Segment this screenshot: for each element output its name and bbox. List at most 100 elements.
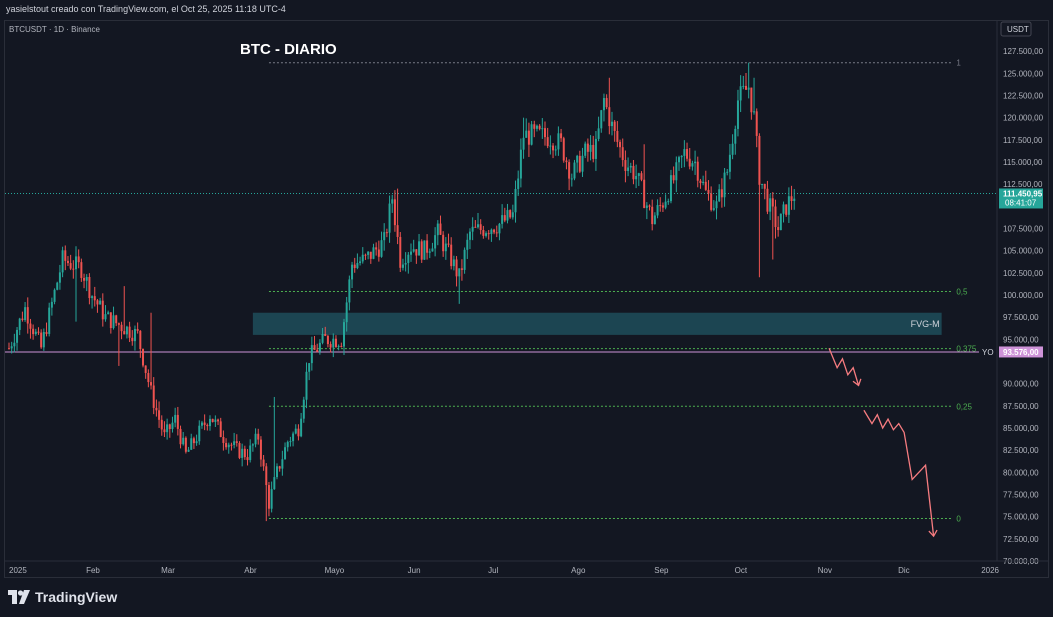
candle-body [125,326,128,335]
candle-body [629,165,632,168]
candle-body [431,248,434,252]
tradingview-logo[interactable]: TradingView [8,589,117,605]
candle-body [345,302,348,323]
candle-body [399,236,402,268]
candle-body [726,171,729,173]
candle-body [404,263,407,265]
fvg-rect [252,312,942,335]
candle-body [139,330,142,350]
projection-arrow-path [828,347,860,386]
time-tick-label: Ago [571,566,586,575]
time-tick-label: Jun [408,566,421,575]
candle-body [487,233,490,235]
candle-body [728,154,731,172]
fvg-zone: FVG-M [252,312,942,335]
candle-body [75,256,77,270]
footer: TradingView [0,578,1053,617]
candle-body [460,268,463,270]
candle-body [793,198,796,202]
candle-body [58,272,61,283]
last-price-badge-box [999,188,1043,209]
price-tick-label: 125.000,00 [1003,69,1044,78]
price-tick-label: 77.500,00 [1003,491,1039,500]
candle-body [576,155,579,163]
candle-body [643,179,646,208]
candle-body [190,438,193,450]
candle-body [736,100,739,129]
candle-body [233,441,236,445]
time-tick-label: Nov [818,566,832,575]
candle-body [142,349,144,366]
candle-body [506,210,509,221]
candle-body [101,300,104,320]
candle-body [369,251,372,259]
candle-body [667,201,670,203]
candle-body [259,439,262,460]
tradingview-logo-text: TradingView [35,589,118,605]
candle-body [273,477,276,490]
candle-body [707,189,710,194]
candle-body [648,205,651,207]
currency-badge[interactable]: USDT [1000,21,1032,37]
time-tick-label: Dic [898,566,910,575]
candle-body [720,189,723,198]
candle-body [519,149,522,179]
candle-body [246,457,249,461]
candle-body [158,410,161,420]
candle-body [410,251,412,255]
time-tick-label: 2025 [9,566,27,575]
candle-body [13,342,16,347]
time-axis[interactable]: 2025 Feb Mar Abr Mayo Jun Jul Ago Sep Oct Nov Dic 20… [5,560,1048,575]
candle-body [458,268,461,277]
candle-body [471,226,474,232]
candle-body [514,188,517,213]
candle-body [680,155,683,158]
candle-body [640,173,643,180]
candle-body [340,345,343,347]
candle-body [474,226,477,228]
candle-body [444,243,447,252]
candle-body [699,180,702,184]
candle-body [415,249,418,256]
candle-body [348,279,351,303]
price-tick-label: 127.500,00 [1003,47,1044,56]
candle-body [375,247,378,250]
candle-body [544,128,546,138]
candle-body [447,243,450,245]
candle-body [611,121,613,127]
candle-body [83,277,86,281]
candle-body [163,429,166,433]
symbol-label: BTCUSDT · 1D · Binance [9,25,101,34]
candle-body [393,199,396,226]
candle-body [423,240,426,260]
chart-frame[interactable]: 1 0,5 0,375 0,25 0 FVG-M YO BTCUSDT · 1D · B… [4,20,1049,578]
candle-body [300,418,303,437]
chart-title: BTC - DIARIO [240,41,337,58]
candlestick-chart[interactable]: 1 0,5 0,375 0,25 0 FVG-M YO BTCUSDT · 1D · B… [5,21,1048,577]
candle-body [276,466,278,478]
candle-body [565,160,568,163]
price-tick-label: 100.000,00 [1003,291,1044,300]
candle-body [168,424,171,429]
price-tick-label: 102.500,00 [1003,269,1044,278]
candle-body [723,172,726,198]
candle-body [442,234,445,252]
candle-body [29,323,32,329]
candle-body [771,198,774,207]
candle-body [50,301,53,308]
candle-body [541,128,544,130]
price-axis[interactable]: 127.500,00 125.000,00 122.500,00 120.000,00… [996,21,1044,566]
candle-body [243,448,246,458]
candle-body [570,178,573,180]
candle-body [426,240,429,253]
candle-body [479,224,482,231]
candle-body [608,107,611,127]
candle-body [782,204,785,214]
candle-body [493,229,496,233]
candle-body [364,254,367,256]
candle-body [485,233,488,236]
candle-body [150,382,153,386]
price-tick-label: 87.500,00 [1003,402,1039,411]
candle-body [56,282,59,290]
candle-body [120,324,123,332]
